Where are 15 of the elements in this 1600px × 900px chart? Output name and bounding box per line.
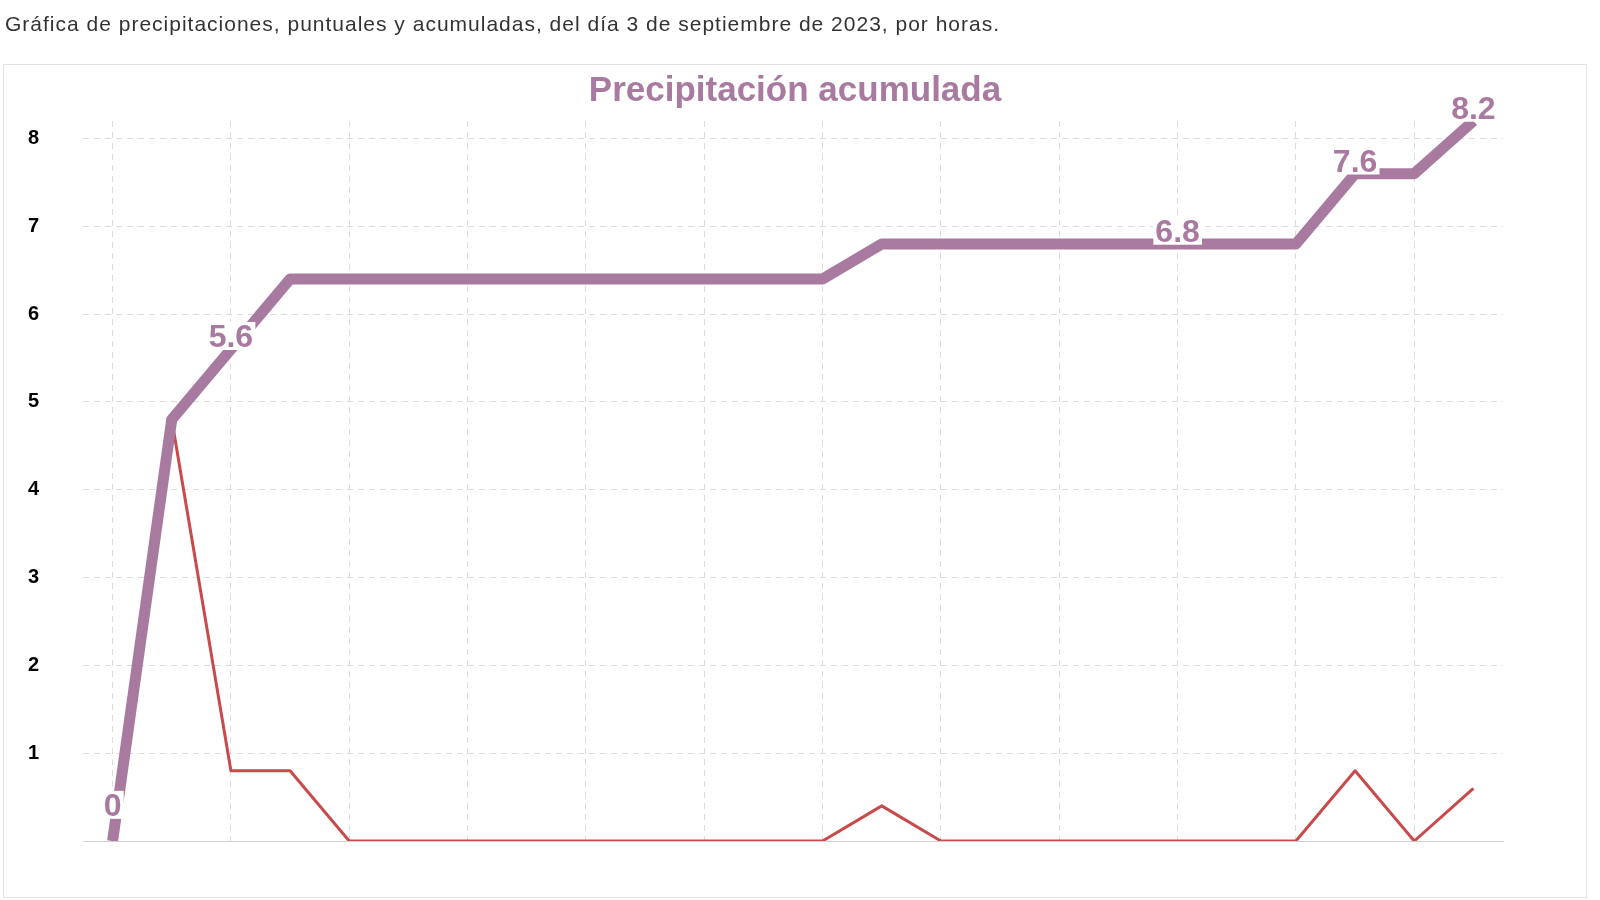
y-tick-label: 5 xyxy=(27,389,39,412)
y-tick-label: 2 xyxy=(27,652,39,675)
data-label: 0 xyxy=(103,786,122,823)
data-label: 6.8 xyxy=(1155,212,1200,249)
chart-title: Precipitación acumulada xyxy=(588,69,1002,108)
data-label: 5.6 xyxy=(208,318,254,355)
y-tick-label: 1 xyxy=(27,740,39,763)
y-tick-label: 6 xyxy=(27,301,39,324)
chart-subtitle: Gráfica de precipitaciones, puntuales y acumuladas, del día 3 de septiembre de 2023, por horas. xyxy=(5,11,1001,37)
y-tick-label: 7 xyxy=(27,213,39,236)
data-label: 8.2 xyxy=(1451,89,1496,126)
y-tick-label: 4 xyxy=(27,477,40,500)
y-tick-label: 3 xyxy=(27,565,39,588)
y-tick-label: 8 xyxy=(27,126,39,149)
data-label: 7.6 xyxy=(1332,142,1378,179)
